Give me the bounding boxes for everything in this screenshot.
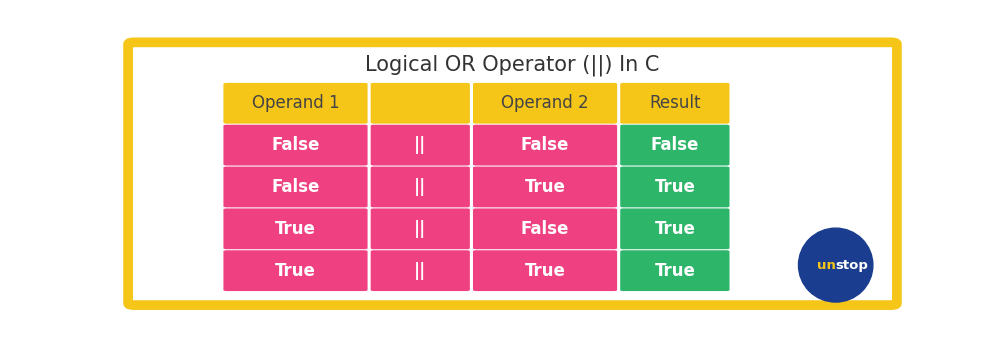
Text: Operand 2: Operand 2: [501, 94, 589, 112]
Text: un: un: [817, 259, 836, 272]
FancyBboxPatch shape: [371, 125, 470, 165]
Text: Logical OR Operator (||) In C: Logical OR Operator (||) In C: [365, 54, 660, 76]
Text: False: False: [651, 136, 699, 154]
Text: stop: stop: [836, 259, 869, 272]
Text: True: True: [654, 220, 695, 238]
FancyBboxPatch shape: [371, 250, 470, 291]
Text: False: False: [521, 136, 569, 154]
FancyBboxPatch shape: [223, 125, 368, 165]
FancyBboxPatch shape: [473, 250, 617, 291]
Text: False: False: [271, 178, 320, 196]
FancyBboxPatch shape: [620, 166, 730, 207]
FancyBboxPatch shape: [371, 166, 470, 207]
FancyBboxPatch shape: [223, 166, 368, 207]
FancyBboxPatch shape: [473, 208, 617, 249]
Text: True: True: [525, 178, 565, 196]
FancyBboxPatch shape: [223, 250, 368, 291]
Text: Result: Result: [649, 94, 701, 112]
Text: ||: ||: [414, 178, 426, 196]
Text: Operand 1: Operand 1: [252, 94, 339, 112]
Text: ||: ||: [414, 262, 426, 280]
FancyBboxPatch shape: [223, 83, 368, 123]
FancyBboxPatch shape: [620, 250, 730, 291]
Ellipse shape: [798, 228, 873, 302]
Text: True: True: [275, 262, 316, 280]
Text: True: True: [654, 178, 695, 196]
FancyBboxPatch shape: [473, 166, 617, 207]
Text: True: True: [525, 262, 565, 280]
FancyBboxPatch shape: [620, 208, 730, 249]
FancyBboxPatch shape: [223, 208, 368, 249]
FancyBboxPatch shape: [473, 125, 617, 165]
Text: True: True: [654, 262, 695, 280]
Text: True: True: [275, 220, 316, 238]
Text: False: False: [271, 136, 320, 154]
FancyBboxPatch shape: [473, 83, 617, 123]
FancyBboxPatch shape: [128, 42, 897, 305]
FancyBboxPatch shape: [620, 125, 730, 165]
FancyBboxPatch shape: [371, 83, 470, 123]
Text: False: False: [521, 220, 569, 238]
FancyBboxPatch shape: [371, 208, 470, 249]
FancyBboxPatch shape: [620, 83, 730, 123]
Text: ||: ||: [414, 220, 426, 238]
Text: ||: ||: [414, 136, 426, 154]
